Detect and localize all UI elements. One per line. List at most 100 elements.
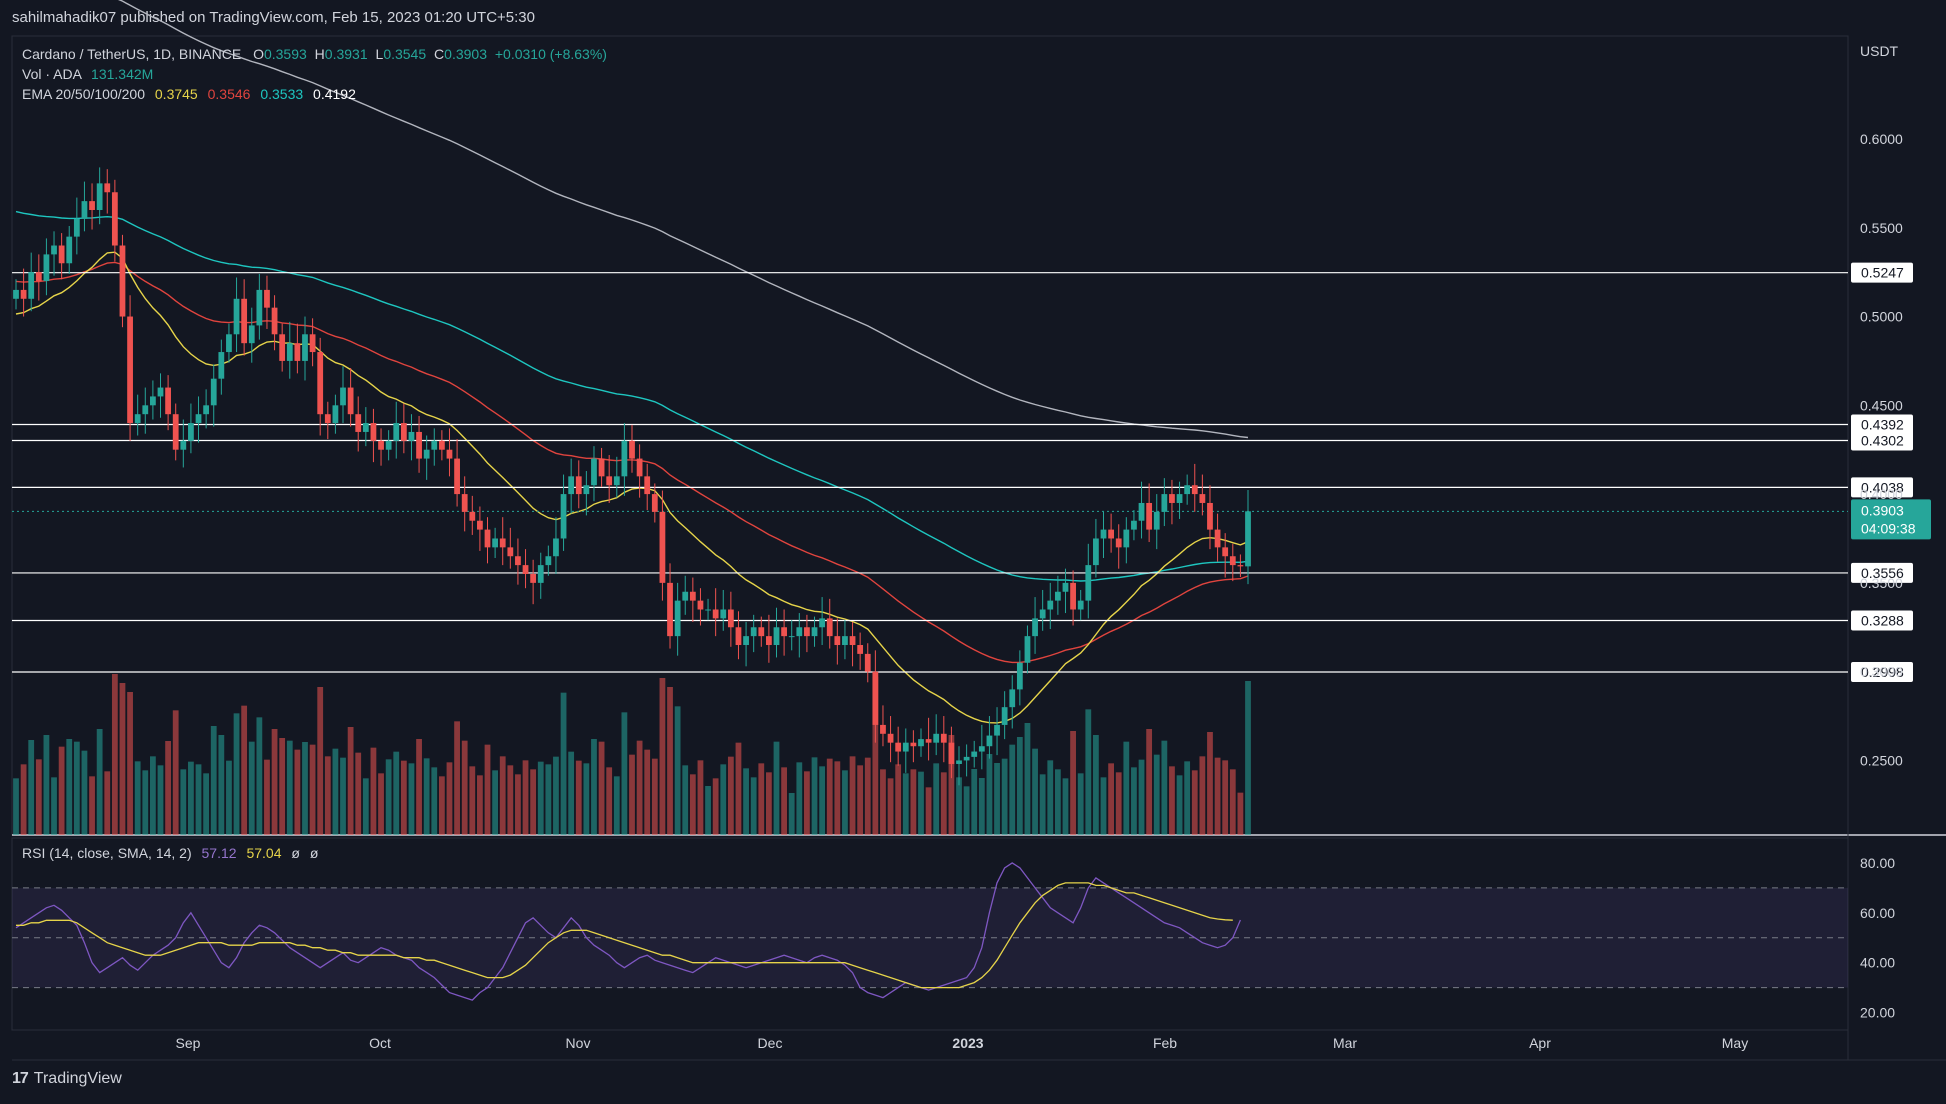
volume-bar <box>1016 737 1023 835</box>
rsi-label[interactable]: RSI (14, close, SMA, 14, 2) <box>22 845 192 861</box>
volume-bar <box>180 769 187 835</box>
candle-body <box>545 556 552 566</box>
volume-bar <box>385 759 392 835</box>
volume-bar <box>157 765 164 835</box>
volume-bar <box>553 756 559 835</box>
candle-body <box>515 556 521 566</box>
candle-body <box>1093 538 1099 566</box>
candle-body <box>134 414 141 424</box>
volume-bar <box>880 769 886 835</box>
candle-body <box>408 431 415 441</box>
candle-body <box>309 334 316 353</box>
volume-bar <box>940 772 947 835</box>
candle-body <box>423 449 430 459</box>
volume-bar <box>872 677 879 835</box>
volume-bar <box>165 741 171 835</box>
candle-body <box>400 423 407 441</box>
volume-bar <box>317 687 324 835</box>
volume-bar <box>66 739 73 835</box>
candle-body <box>1199 494 1206 503</box>
volume-bar <box>1138 759 1145 835</box>
candle-body <box>842 636 848 646</box>
symbol-label[interactable]: Cardano / TetherUS, 1D, BINANCE <box>22 46 242 62</box>
volume-bar <box>834 761 841 835</box>
candle-body <box>537 565 544 583</box>
candle-body <box>1207 502 1213 530</box>
candle-body <box>705 609 711 611</box>
volume-bar <box>1085 709 1092 835</box>
close-value: 0.3903 <box>444 46 487 62</box>
volume-label[interactable]: Vol · ADA <box>22 66 82 82</box>
volume-bar <box>659 678 666 835</box>
candle-body <box>598 458 605 477</box>
volume-bar <box>910 769 917 835</box>
candle-body <box>1100 529 1107 539</box>
volume-bar <box>598 741 605 835</box>
candle-body <box>811 627 818 637</box>
candle-body <box>1153 511 1160 530</box>
candle-body <box>264 289 270 308</box>
candle-body <box>271 307 278 335</box>
rsi-tick-label: 80.00 <box>1860 855 1895 871</box>
volume-bar <box>484 744 491 835</box>
volume-bar <box>804 771 810 835</box>
open-label: O <box>253 46 264 62</box>
volume-layer <box>13 674 1251 835</box>
close-label: C <box>434 46 445 62</box>
candle-body <box>317 352 324 415</box>
candle-body <box>43 254 50 282</box>
volume-bar <box>43 735 50 835</box>
volume-bar <box>1032 748 1038 835</box>
volume-bar <box>613 776 620 835</box>
volume-bar <box>188 761 194 835</box>
candle-body <box>880 724 886 734</box>
low-label: L <box>375 46 384 62</box>
time-tick-label: Dec <box>758 1035 783 1051</box>
candle-body <box>13 289 19 299</box>
volume-bar <box>864 757 871 835</box>
volume-bar <box>370 747 377 835</box>
candle-body <box>606 476 613 486</box>
volume-bar <box>423 758 430 835</box>
volume-bar <box>355 752 362 835</box>
volume-bar <box>1047 760 1054 835</box>
volume-bar <box>925 787 932 835</box>
volume-bar <box>20 764 27 835</box>
candle-body <box>773 627 780 646</box>
candle-body <box>895 742 902 752</box>
level-price-label: 0.4392 <box>1861 416 1904 432</box>
candle-body <box>507 547 514 557</box>
volume-bar <box>560 692 567 835</box>
footer-brand[interactable]: 17 TradingView <box>12 1070 122 1088</box>
volume-bar <box>1191 770 1198 835</box>
volume-bar <box>271 729 278 835</box>
volume-bar <box>172 710 179 835</box>
axis-layer: 0.2500 0.3000 0.3500 0.4000 0.4500 0.5000 0.55… <box>176 43 1903 1051</box>
volume-bar <box>507 765 514 835</box>
tradingview-logo-icon: 17 <box>12 1070 29 1087</box>
volume-bar <box>1062 778 1069 835</box>
volume-bar <box>332 748 339 835</box>
volume-bar <box>1222 760 1229 835</box>
volume-bar <box>400 760 407 835</box>
volume-bar <box>1009 744 1016 835</box>
volume-bar <box>606 767 613 835</box>
volume-bar <box>340 757 346 835</box>
price-tick-label: 0.5500 <box>1860 220 1903 236</box>
volume-bar <box>309 744 316 835</box>
volume-bar <box>96 729 103 835</box>
volume-bar <box>134 761 141 835</box>
price-tick-label: 0.4500 <box>1860 397 1903 413</box>
volume-bar <box>667 687 673 835</box>
volume-bar <box>226 760 232 835</box>
volume-bar <box>956 777 962 835</box>
level-price-label: 0.4038 <box>1861 479 1904 495</box>
level-price-label: 0.5247 <box>1861 265 1904 281</box>
candle-body <box>385 440 392 450</box>
ema-label[interactable]: EMA 20/50/100/200 <box>22 86 145 102</box>
volume-bar <box>378 773 384 835</box>
candle-body <box>819 618 826 628</box>
volume-bar <box>416 739 422 835</box>
candle-body <box>994 724 1000 736</box>
